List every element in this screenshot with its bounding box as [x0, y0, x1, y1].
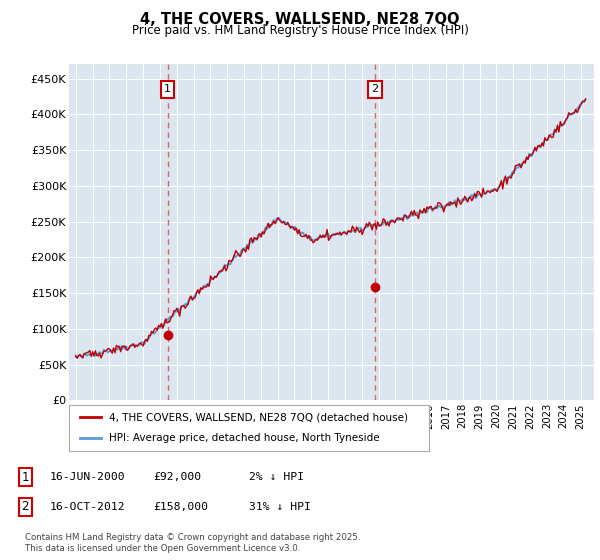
Text: 16-JUN-2000: 16-JUN-2000 — [49, 472, 125, 482]
Text: HPI: Average price, detached house, North Tyneside: HPI: Average price, detached house, Nort… — [109, 433, 379, 444]
Text: 2% ↓ HPI: 2% ↓ HPI — [249, 472, 304, 482]
Text: 4, THE COVERS, WALLSEND, NE28 7QQ: 4, THE COVERS, WALLSEND, NE28 7QQ — [140, 12, 460, 27]
Text: 4, THE COVERS, WALLSEND, NE28 7QQ (detached house): 4, THE COVERS, WALLSEND, NE28 7QQ (detac… — [109, 412, 407, 422]
Text: £92,000: £92,000 — [153, 472, 201, 482]
Text: 16-OCT-2012: 16-OCT-2012 — [49, 502, 125, 512]
Text: Contains HM Land Registry data © Crown copyright and database right 2025.
This d: Contains HM Land Registry data © Crown c… — [25, 533, 361, 553]
Text: £158,000: £158,000 — [153, 502, 208, 512]
Text: 1: 1 — [22, 470, 29, 484]
Text: 31% ↓ HPI: 31% ↓ HPI — [249, 502, 311, 512]
Text: 2: 2 — [22, 500, 29, 514]
Text: Price paid vs. HM Land Registry's House Price Index (HPI): Price paid vs. HM Land Registry's House … — [131, 24, 469, 36]
Text: 2: 2 — [371, 85, 379, 95]
Text: 1: 1 — [164, 85, 171, 95]
